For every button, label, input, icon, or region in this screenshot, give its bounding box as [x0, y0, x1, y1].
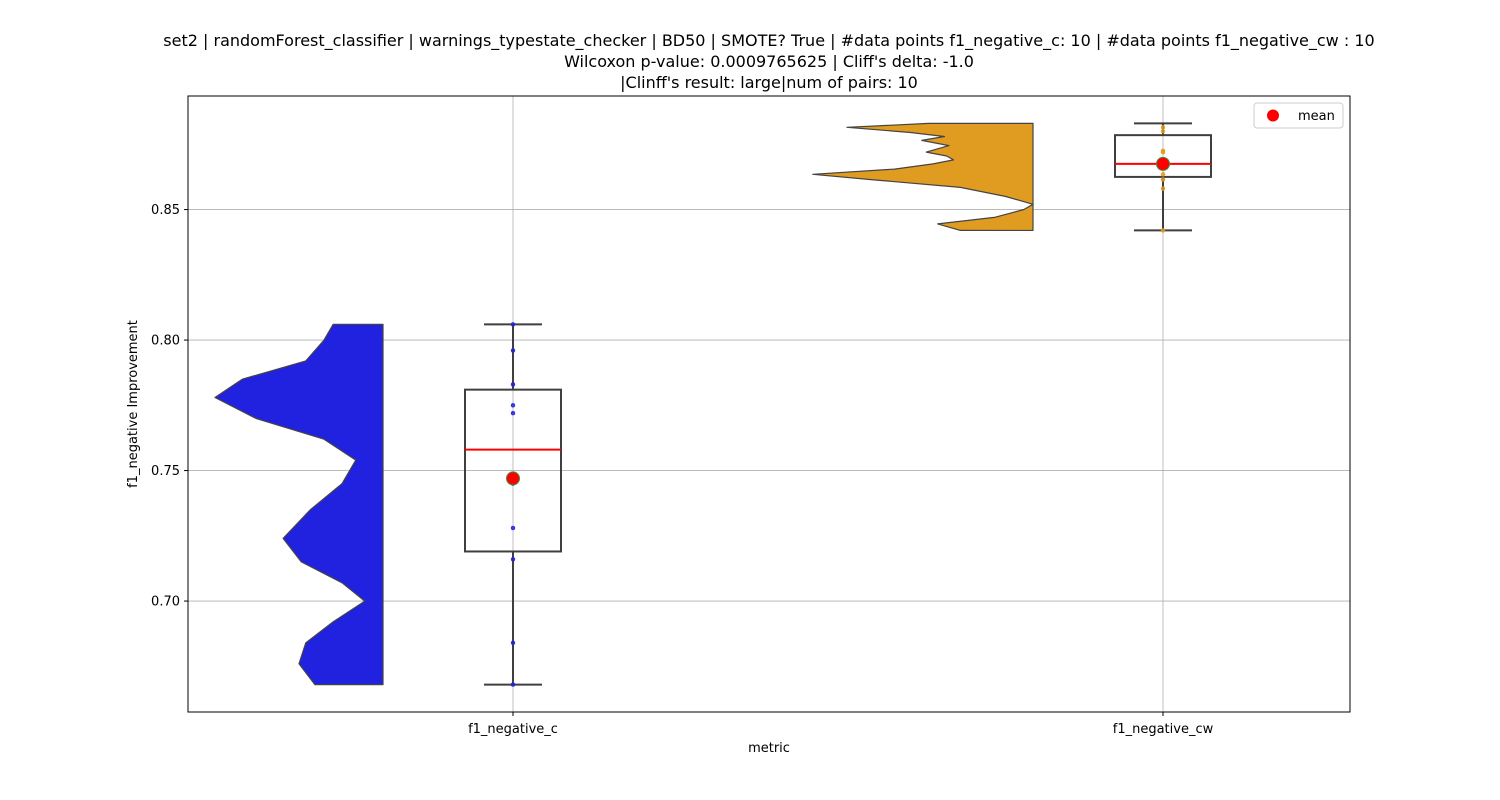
- data-point-f1_negative_c: [510, 382, 516, 387]
- violins: [214, 122, 1034, 686]
- data-point-f1_negative_cw: [1160, 186, 1166, 191]
- y-tick-label: 0.75: [151, 464, 180, 479]
- y-tick-label: 0.85: [151, 203, 180, 218]
- data-point-f1_negative_cw: [1160, 148, 1166, 154]
- data-point-f1_negative_c: [510, 348, 516, 353]
- mean-markers: [506, 156, 1170, 486]
- data-point-f1_negative_cw: [1160, 125, 1166, 130]
- data-point-f1_negative_c: [510, 525, 516, 531]
- data-point-f1_negative_c: [510, 640, 516, 646]
- y-tick-label: 0.80: [151, 334, 180, 349]
- data-point-f1_negative_c: [510, 557, 516, 562]
- data-point-f1_negative_c: [510, 403, 516, 408]
- data-point-f1_negative_c: [510, 410, 516, 416]
- axis-ticks: 0.70 0.75 0.80 0.85 f1_negative_c f1_negative…: [151, 203, 1214, 737]
- plot-frame: [187, 95, 1351, 713]
- mean-marker-f1_negative_cw: [1156, 156, 1170, 171]
- legend-box: [1253, 102, 1344, 129]
- y-axis-label: f1_negative Improvement: [126, 320, 141, 488]
- x-tick-label: f1_negative_cw: [1113, 722, 1214, 737]
- data-point-f1_negative_cw: [1160, 228, 1166, 233]
- box-f1_negative_c: [464, 388, 562, 553]
- x-axis-label: metric: [748, 741, 790, 756]
- data-points: [510, 125, 1166, 687]
- data-point-f1_negative_cw: [1160, 177, 1166, 182]
- chart-title: set2 | randomForest_classifier | warning…: [163, 31, 1374, 92]
- mean-marker-f1_negative_c: [506, 471, 520, 486]
- chart-title-line-1: set2 | randomForest_classifier | warning…: [163, 31, 1374, 51]
- chart-title-line-3: |Clinff's result: large|num of pairs: 10: [620, 73, 918, 92]
- violin-f1_negative_c: [214, 323, 384, 686]
- chart-title-line-2: Wilcoxon p-value: 0.0009765625 | Cliff's…: [564, 52, 974, 71]
- boxplots: [464, 122, 1212, 686]
- data-point-f1_negative_c: [510, 322, 516, 327]
- y-tick-label: 0.70: [151, 595, 180, 610]
- data-point-f1_negative_c: [510, 682, 516, 687]
- legend: mean: [1253, 102, 1344, 129]
- legend-mean-label: mean: [1298, 109, 1335, 124]
- box-f1_negative_cw: [1114, 134, 1212, 178]
- data-point-f1_negative_cw: [1160, 128, 1166, 134]
- legend-mean-marker: [1267, 109, 1279, 122]
- data-point-f1_negative_cw: [1160, 172, 1166, 177]
- violin-f1_negative_cw: [812, 122, 1034, 232]
- x-tick-label: f1_negative_c: [468, 722, 558, 737]
